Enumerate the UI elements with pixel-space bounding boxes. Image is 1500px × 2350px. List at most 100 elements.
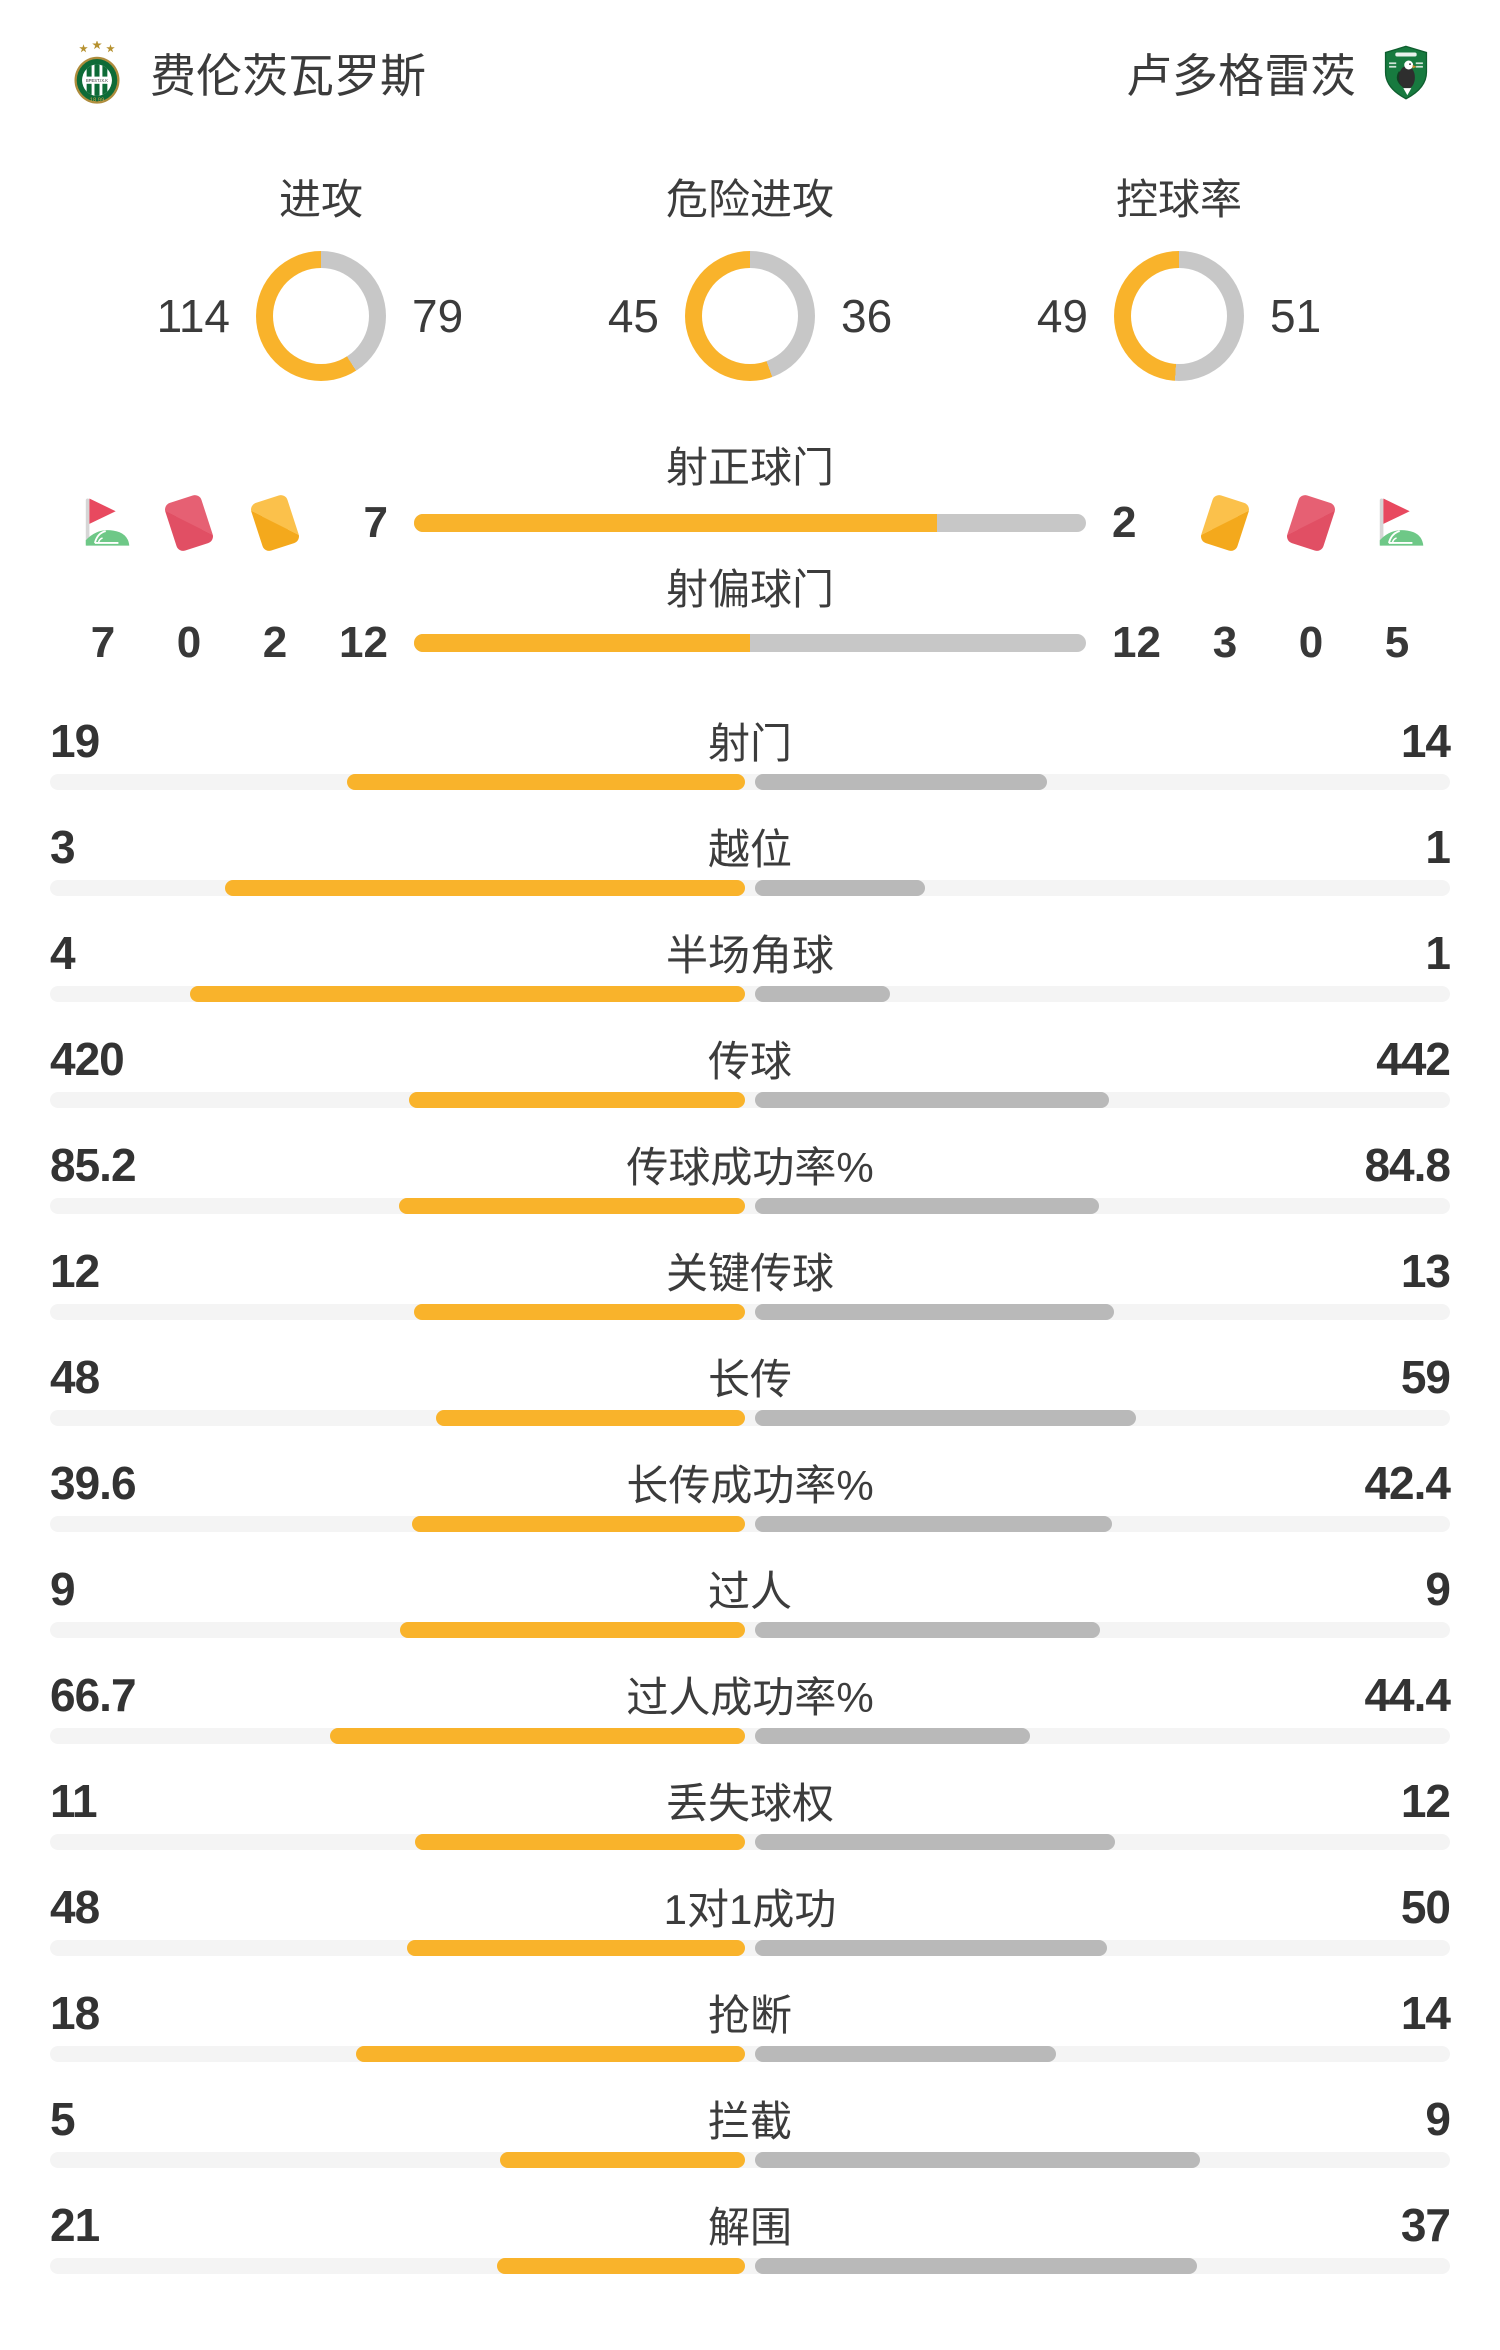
stat-bar-home xyxy=(435,1410,745,1426)
stat-away-value: 59 xyxy=(1400,1350,1451,1403)
stat-home-value: 66.7 xyxy=(50,1668,137,1721)
dangerous-attacks-away-value: 36 xyxy=(841,290,893,342)
yellow-card-icon xyxy=(249,493,301,553)
home-team: BPEST.IX.K 18 99 费伦茨瓦罗斯 xyxy=(70,40,426,106)
stat-bar-track xyxy=(50,2258,1450,2274)
stat-bar-home xyxy=(414,1304,745,1320)
stat-label: 过人成功率% xyxy=(626,1674,874,1721)
away-yellow-cards-count: 3 xyxy=(1212,618,1238,667)
stat-bar-track xyxy=(50,2152,1450,2168)
attacks-donut-group: 进攻 114 79 xyxy=(134,166,508,381)
stat-label: 射门 xyxy=(707,720,792,767)
stat-label: 解围 xyxy=(707,2204,792,2251)
stat-label: 抢断 xyxy=(707,1992,792,2039)
red-card-icon xyxy=(163,493,215,553)
stat-label: 丢失球权 xyxy=(665,1780,834,1827)
stat-bar-track xyxy=(50,1728,1450,1744)
stat-home-value: 4 xyxy=(50,926,76,979)
stat-bar-home xyxy=(356,2046,745,2062)
stat-home-value: 12 xyxy=(50,1244,100,1297)
stat-row: 5 拦截 9 xyxy=(50,2088,1451,2168)
shots-on-target-bar-home xyxy=(414,514,937,532)
svg-text:BPEST.IX.K: BPEST.IX.K xyxy=(86,78,108,83)
stat-label: 过人 xyxy=(707,1568,792,1615)
stat-row: 85.2 传球成功率% 84.8 xyxy=(50,1134,1451,1214)
away-team-name: 卢多格雷茨 xyxy=(1126,50,1356,102)
dangerous-attacks-home-value: 45 xyxy=(607,290,659,342)
stat-home-value: 21 xyxy=(50,2198,100,2251)
shots-on-target-label: 射正球门 xyxy=(665,444,834,491)
stat-bar-away xyxy=(755,2046,1057,2062)
shots-off-target-row: 7 0 2 12 12 3 0 5 xyxy=(0,614,1500,672)
home-team-name: 费伦茨瓦罗斯 xyxy=(150,50,426,102)
home-discipline-counts: 7 0 2 xyxy=(60,618,318,668)
stat-bar-home xyxy=(400,1622,745,1638)
stat-row: 48 1对1成功 50 xyxy=(50,1876,1451,1956)
stat-bar-home xyxy=(408,1092,745,1108)
stat-label: 越位 xyxy=(707,826,792,873)
attacks-away-value: 79 xyxy=(412,290,464,342)
stat-bar-track xyxy=(50,1198,1450,1214)
stat-row: 19 射门 14 xyxy=(50,710,1451,790)
stat-bar-away xyxy=(755,1728,1030,1744)
stat-bar-track xyxy=(50,1516,1450,1532)
stat-home-value: 5 xyxy=(50,2092,76,2145)
stat-bar-home xyxy=(499,2152,745,2168)
stat-bar-away xyxy=(755,1410,1136,1426)
yellow-card-icon xyxy=(1199,493,1251,553)
stat-bar-track xyxy=(50,1622,1450,1638)
stat-label: 长传 xyxy=(707,1356,792,1403)
stat-away-value: 1 xyxy=(1425,926,1451,979)
stat-row: 39.6 长传成功率% 42.4 xyxy=(50,1452,1451,1532)
stat-bar-away xyxy=(755,1092,1109,1108)
svg-text:18 99: 18 99 xyxy=(90,97,105,103)
dangerous-attacks-title: 危险进攻 xyxy=(665,176,834,223)
home-corners-count: 7 xyxy=(90,618,116,667)
stat-home-value: 85.2 xyxy=(50,1138,137,1191)
shots-off-target-bar xyxy=(414,634,1086,652)
stat-row: 12 关键传球 13 xyxy=(50,1240,1451,1320)
stat-bar-track xyxy=(50,1304,1450,1320)
stat-label: 长传成功率% xyxy=(626,1462,874,1509)
stat-away-value: 42.4 xyxy=(1364,1456,1451,1509)
dangerous-attacks-donut-chart xyxy=(685,251,815,381)
corner-flag-icon xyxy=(1379,498,1424,546)
stat-home-value: 420 xyxy=(50,1032,125,1085)
shots-on-target-row: 7 2 xyxy=(0,492,1500,554)
away-red-cards-count: 0 xyxy=(1298,618,1324,667)
stat-bar-home xyxy=(407,1940,745,1956)
stat-label: 拦截 xyxy=(707,2098,792,2145)
stat-home-value: 48 xyxy=(50,1350,100,1403)
stat-row: 4 半场角球 1 xyxy=(50,922,1451,1002)
attacks-title: 进攻 xyxy=(278,176,363,223)
stat-label: 传球成功率% xyxy=(626,1144,874,1191)
stat-away-value: 9 xyxy=(1425,2092,1451,2145)
stat-bar-away xyxy=(755,774,1047,790)
stat-bar-away xyxy=(755,986,890,1002)
possession-donut-group: 控球率 49 51 xyxy=(992,166,1366,381)
stat-home-value: 9 xyxy=(50,1562,76,1615)
away-corners-count: 5 xyxy=(1384,618,1410,667)
stat-bar-away xyxy=(755,880,925,896)
home-team-logo: BPEST.IX.K 18 99 xyxy=(74,41,120,104)
match-header: BPEST.IX.K 18 99 费伦茨瓦罗斯 卢多格雷茨 xyxy=(0,0,1500,106)
home-yellow-cards-count: 2 xyxy=(262,618,288,667)
away-discipline-counts: 3 0 5 xyxy=(1182,618,1440,668)
stat-bar-away xyxy=(755,1516,1112,1532)
attacks-home-value: 114 xyxy=(156,290,230,342)
stat-bar-home xyxy=(496,2258,745,2274)
donut-charts: 进攻 114 79 危险进攻 45 36 控球率 49 51 xyxy=(0,166,1500,381)
away-discipline-icons xyxy=(1182,493,1440,553)
stat-bar-away xyxy=(755,1304,1114,1320)
stat-home-value: 3 xyxy=(50,820,76,873)
stat-bar-away xyxy=(755,1940,1108,1956)
stat-away-value: 37 xyxy=(1400,2198,1451,2251)
stat-away-value: 84.8 xyxy=(1364,1138,1451,1191)
away-team: 卢多格雷茨 xyxy=(1126,40,1430,106)
stat-row: 3 越位 1 xyxy=(50,816,1451,896)
stat-home-value: 18 xyxy=(50,1986,100,2039)
stat-row: 66.7 过人成功率% 44.4 xyxy=(50,1664,1451,1744)
away-team-logo xyxy=(1384,45,1428,100)
stat-label: 关键传球 xyxy=(665,1250,834,1297)
dangerous-attacks-donut-group: 危险进攻 45 36 xyxy=(563,166,937,381)
